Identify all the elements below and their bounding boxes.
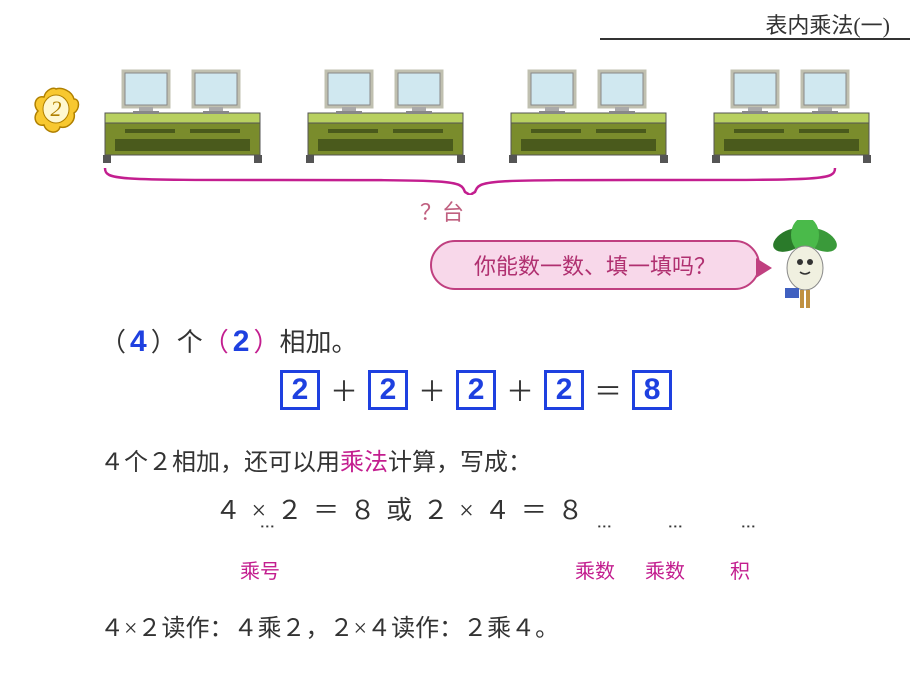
brace-icon bbox=[100, 165, 840, 195]
dots-2: ⫶ bbox=[592, 524, 613, 527]
desk-1 bbox=[95, 65, 270, 165]
dots-3: ⫶ bbox=[663, 524, 684, 527]
fill-value-2: 2 bbox=[229, 325, 254, 359]
paren-open-1: （ bbox=[100, 322, 126, 359]
desk-2 bbox=[298, 65, 473, 165]
box-1: 2 bbox=[280, 370, 320, 410]
question-label: ？台 bbox=[420, 195, 464, 227]
paren-close-1: ） bbox=[151, 322, 177, 359]
paren-open-2: （ bbox=[203, 322, 229, 359]
problem-badge: 2 bbox=[32, 85, 80, 137]
expl-post: 计算，写成： bbox=[388, 450, 532, 476]
paren-close-2: ） bbox=[253, 322, 279, 359]
addition-equation: 2 ＋ 2 ＋ 2 ＋ 2 ＝ 8 bbox=[280, 370, 672, 410]
multiplication-line: ４ × ２ ＝ ８ 或 ２ × ４ ＝ ８ bbox=[215, 490, 585, 527]
label-factor-1: 乘数 bbox=[575, 555, 615, 584]
explanation-line: ４个２相加，还可以用乘法计算，写成： bbox=[100, 442, 532, 477]
label-sign: 乘号 bbox=[240, 555, 280, 584]
desk-4 bbox=[704, 65, 879, 165]
fill-value-1: 4 bbox=[126, 325, 151, 359]
header-underline bbox=[600, 38, 910, 40]
label-product: 积 bbox=[730, 555, 750, 584]
label-factor-2: 乘数 bbox=[645, 555, 685, 584]
fill-mid: 个 bbox=[177, 322, 203, 359]
equals: ＝ bbox=[594, 370, 622, 410]
desks-row bbox=[95, 65, 879, 165]
plus-3: ＋ bbox=[506, 370, 534, 410]
fill-tail: 相加。 bbox=[279, 322, 357, 359]
box-2: 2 bbox=[368, 370, 408, 410]
box-result: 8 bbox=[632, 370, 672, 410]
dots-1: ⫶ bbox=[255, 524, 276, 527]
expl-pre: ４个２相加，还可以用 bbox=[100, 450, 340, 476]
desk-3 bbox=[501, 65, 676, 165]
expl-hl: 乘法 bbox=[340, 450, 388, 476]
header-title: 表内乘法(一) bbox=[765, 8, 890, 40]
fill-in-line: （ 4 ） 个 （ 2 ） 相加。 bbox=[100, 322, 357, 359]
plus-1: ＋ bbox=[330, 370, 358, 410]
svg-text:2: 2 bbox=[51, 96, 62, 121]
box-3: 2 bbox=[456, 370, 496, 410]
dots-4: ⫶ bbox=[736, 524, 757, 527]
speech-text: 你能数一数、填一填吗？ bbox=[474, 249, 716, 281]
character-icon bbox=[770, 220, 840, 310]
plus-2: ＋ bbox=[418, 370, 446, 410]
reading-line: ４×２读作：４乘２，２×４读作：２乘４。 bbox=[100, 608, 559, 643]
box-4: 2 bbox=[544, 370, 584, 410]
speech-bubble: 你能数一数、填一填吗？ bbox=[430, 240, 760, 290]
